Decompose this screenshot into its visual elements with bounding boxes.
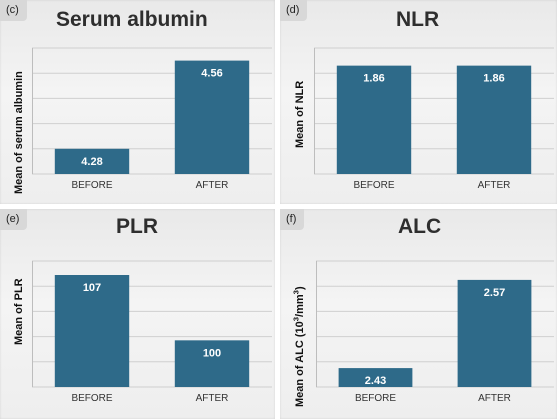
data-label: 1.86 (363, 73, 384, 85)
bar-after (457, 279, 532, 387)
plot-area: 107 BEFORE 100 AFTER (32, 260, 272, 404)
chart-title: Serum albumin (56, 8, 208, 31)
data-label: 2.43 (365, 375, 386, 387)
x-tick-label: BEFORE (71, 393, 112, 404)
y-axis-label: Mean of serum albumin (13, 71, 25, 194)
chart-title: NLR (396, 8, 440, 31)
chart-title: PLR (116, 215, 158, 238)
x-tick-label: AFTER (196, 180, 229, 191)
data-label: 2.57 (484, 287, 505, 299)
panel-tag: (d) (280, 0, 308, 21)
x-tick-label: AFTER (478, 180, 511, 191)
chart-panel-plr: (e) PLR Mean of PLR 107 BEFORE 100 AFTER (0, 209, 275, 419)
bar-after (174, 340, 250, 387)
plot-area: 1.86 BEFORE 1.86 AFTER (314, 47, 554, 191)
panel-tag: (c) (0, 0, 27, 21)
bar-before (336, 65, 412, 174)
bar-before (54, 148, 130, 174)
x-tick-label: BEFORE (71, 180, 112, 191)
data-label: 100 (203, 347, 221, 359)
data-label: 4.28 (81, 156, 102, 168)
bar-before (54, 275, 130, 387)
x-tick-label: AFTER (478, 393, 511, 404)
chart-panel-serum-albumin: (c) Serum albumin Mean of serum albumin … (0, 0, 275, 204)
plot-area: 4.28 BEFORE 4.56 AFTER (32, 47, 272, 191)
data-label: 4.56 (201, 68, 222, 80)
panel-tag: (e) (0, 209, 28, 230)
data-label: 107 (83, 282, 101, 294)
x-tick-label: BEFORE (355, 393, 396, 404)
y-axis-label: Mean of ALC (103/mm3) (291, 286, 306, 407)
x-tick-label: AFTER (196, 393, 229, 404)
bar-before (338, 368, 413, 387)
data-label: 1.86 (483, 73, 504, 85)
x-tick-label: BEFORE (353, 180, 394, 191)
bar-after (174, 60, 250, 174)
y-axis-label: Mean of PLR (13, 278, 25, 345)
plot-area: 2.43 BEFORE 2.57 AFTER (316, 260, 554, 404)
bar-after (456, 65, 532, 174)
y-axis-label: Mean of NLR (294, 80, 306, 148)
chart-title: ALC (398, 215, 442, 238)
panel-tag: (f) (280, 209, 305, 230)
chart-panel-nlr: (d) NLR Mean of NLR 1.86 BEFORE 1.86 AFTER (280, 0, 557, 204)
chart-panel-alc: (f) ALC Mean of ALC (103/mm3) 2.43 BEFORE… (280, 209, 557, 419)
